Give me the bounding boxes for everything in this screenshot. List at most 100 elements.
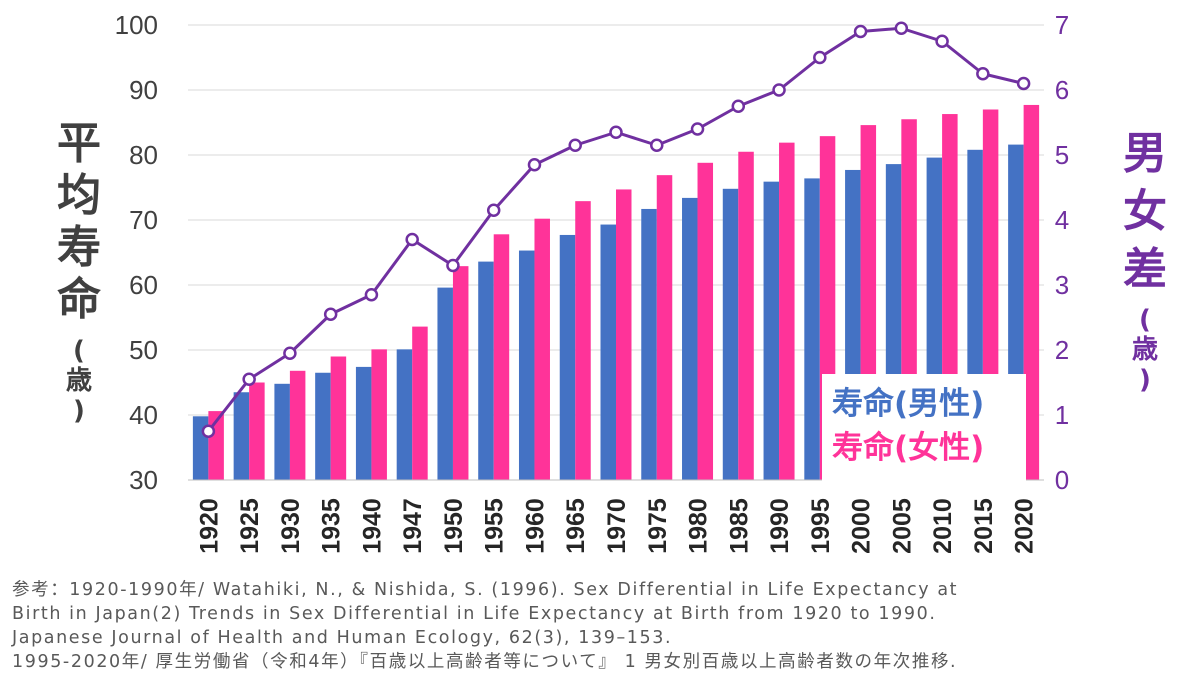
right-axis-tick-label: 7 bbox=[1055, 10, 1069, 40]
sex-difference-point bbox=[731, 99, 746, 113]
x-axis-tick-label: 1985 bbox=[725, 498, 753, 554]
bar-female bbox=[534, 218, 550, 480]
sex-difference-point bbox=[853, 24, 868, 39]
bar-male bbox=[804, 178, 820, 480]
sex-difference-point bbox=[446, 258, 460, 273]
bar-male bbox=[518, 250, 535, 480]
left-axis-tick-label: 30 bbox=[129, 465, 158, 495]
bar-male bbox=[274, 383, 290, 480]
bar-female bbox=[493, 234, 510, 480]
x-axis-tick-label: 1980 bbox=[685, 498, 713, 554]
x-axis-tick-label: 1920 bbox=[195, 498, 223, 554]
bar-male bbox=[722, 188, 739, 481]
right-axis-tick-label: 2 bbox=[1055, 335, 1069, 365]
sex-difference-point bbox=[568, 138, 582, 152]
x-axis-tick-label: 1975 bbox=[644, 498, 672, 554]
x-axis-tick-label: 1930 bbox=[277, 498, 305, 554]
right-axis-title-char: 差 bbox=[1123, 244, 1167, 295]
legend-female: 寿命(女性) bbox=[832, 430, 985, 466]
sex-difference-point bbox=[527, 158, 542, 172]
sex-difference-point bbox=[976, 67, 990, 81]
right-axis-title-char: 女 bbox=[1123, 186, 1167, 237]
left-axis-tick-label: 40 bbox=[129, 400, 158, 430]
x-axis-tick-label: 1970 bbox=[603, 498, 631, 554]
sex-difference-point bbox=[609, 125, 623, 139]
right-axis-title-char: 男 bbox=[1123, 128, 1167, 179]
x-axis-tick-label: 2020 bbox=[1011, 498, 1039, 554]
left-axis-title-char: 平 bbox=[57, 118, 101, 169]
left-axis-tick-label: 60 bbox=[129, 270, 158, 300]
bar-female bbox=[616, 189, 632, 480]
sex-difference-point bbox=[935, 34, 949, 48]
legend: 寿命(男性) 寿命(女性) bbox=[822, 374, 1026, 482]
bar-male bbox=[437, 287, 453, 480]
bar-male bbox=[233, 392, 250, 480]
x-axis-tick-label: 2005 bbox=[888, 498, 916, 554]
right-axis-unit-char: 歳 bbox=[1131, 335, 1158, 365]
bar-male bbox=[396, 349, 413, 480]
left-axis-unit-char: 歳 bbox=[65, 366, 92, 396]
bar-female bbox=[697, 162, 714, 481]
x-axis-tick-label: 1950 bbox=[440, 498, 468, 554]
bar-male bbox=[682, 197, 698, 480]
x-axis-tick-label: 1990 bbox=[766, 498, 794, 554]
bar-male bbox=[355, 366, 372, 480]
x-axis-tick-label: 1947 bbox=[399, 498, 427, 554]
left-axis-label: 平 均 寿 命 ( 歳 ) bbox=[44, 118, 114, 426]
left-axis-title-char: 寿 bbox=[57, 222, 101, 273]
sex-difference-point bbox=[201, 424, 216, 438]
bar-female bbox=[330, 356, 347, 480]
bar-female bbox=[452, 266, 469, 480]
source-note-line: 参考：1920-1990年/ Watahiki, N., & Nishida, … bbox=[12, 580, 959, 600]
right-axis-tick-label: 6 bbox=[1055, 75, 1069, 105]
bar-male bbox=[559, 234, 576, 480]
right-axis-tick-label: 0 bbox=[1055, 465, 1069, 495]
sex-difference-point bbox=[242, 372, 256, 386]
bar-female bbox=[656, 175, 673, 480]
bar-male bbox=[641, 208, 657, 480]
sex-difference-point bbox=[364, 288, 379, 302]
sex-difference-point bbox=[486, 203, 501, 217]
right-axis-tick-label: 1 bbox=[1055, 400, 1069, 430]
sex-difference-point bbox=[323, 307, 338, 321]
bar-female bbox=[738, 151, 754, 480]
source-note: 参考：1920-1990年/ Watahiki, N., & Nishida, … bbox=[12, 578, 1197, 674]
bar-male bbox=[600, 224, 616, 480]
sex-difference-point bbox=[650, 138, 664, 152]
left-axis-tick-label: 50 bbox=[129, 335, 158, 365]
x-axis-tick-label: 1955 bbox=[481, 498, 509, 554]
x-axis-tick-label: 1935 bbox=[318, 498, 346, 554]
sex-difference-point bbox=[813, 50, 827, 65]
left-axis-unit: ( 歳 ) bbox=[44, 336, 114, 426]
right-axis-unit: ( 歳 ) bbox=[1105, 305, 1185, 395]
x-axis-tick-label: 1965 bbox=[562, 498, 590, 554]
right-axis-tick-label: 5 bbox=[1055, 140, 1069, 170]
left-axis-tick-label: 100 bbox=[115, 10, 158, 40]
bar-male bbox=[478, 261, 494, 480]
sex-difference-point bbox=[283, 346, 297, 360]
bar-female bbox=[249, 382, 265, 480]
bar-male bbox=[315, 372, 331, 480]
sex-difference-point bbox=[772, 83, 786, 97]
left-axis-tick-label: 70 bbox=[129, 205, 158, 235]
source-note-line: 1995-2020年/ 厚生労働省（令和4年）『百歳以上高齢者等について』 1 … bbox=[12, 652, 958, 672]
right-axis-unit-char: ( bbox=[1139, 305, 1151, 335]
source-note-line: Birth in Japan(2) Trends in Sex Differen… bbox=[12, 604, 937, 624]
left-axis-unit-char: ) bbox=[73, 396, 85, 426]
left-axis-unit-char: ( bbox=[73, 336, 85, 366]
left-axis-title-char: 命 bbox=[57, 274, 101, 325]
x-axis-tick-label: 1940 bbox=[358, 498, 386, 554]
bar-female bbox=[371, 349, 387, 480]
left-axis-tick-label: 80 bbox=[129, 140, 158, 170]
source-note-line: Japanese Journal of Health and Human Eco… bbox=[12, 628, 673, 648]
legend-male: 寿命(男性) bbox=[832, 386, 985, 422]
x-axis-tick-label: 2010 bbox=[929, 498, 957, 554]
left-axis-tick-label: 90 bbox=[129, 75, 158, 105]
left-axis-title-char: 均 bbox=[57, 170, 101, 221]
x-axis-tick-label: 2000 bbox=[848, 498, 876, 554]
right-axis-unit-char: ) bbox=[1139, 365, 1151, 395]
bar-female bbox=[412, 326, 428, 480]
right-axis-tick-label: 3 bbox=[1055, 270, 1069, 300]
bar-male bbox=[763, 181, 780, 480]
